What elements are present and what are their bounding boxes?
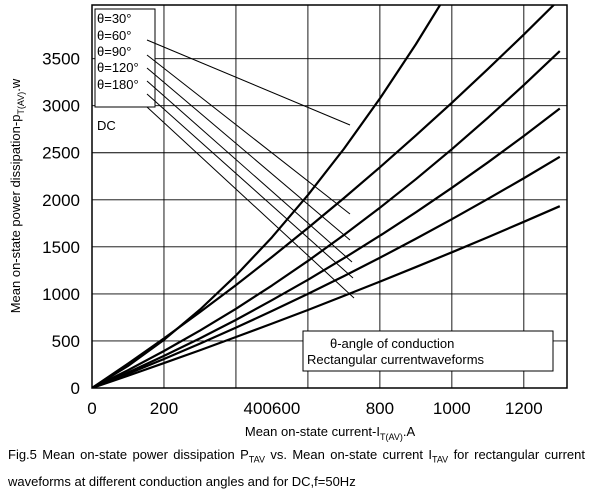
caption: Fig.5 Mean on-state power dissipation PT… bbox=[8, 444, 585, 492]
leader bbox=[146, 93, 354, 279]
leader bbox=[146, 54, 351, 215]
y-tick-label: 1500 bbox=[42, 238, 80, 257]
y-tick-label: 1000 bbox=[42, 285, 80, 304]
curve bbox=[92, 155, 561, 388]
legend-label: θ=60° bbox=[97, 28, 131, 43]
x-tick-label: 1200 bbox=[505, 399, 543, 418]
annotation-box bbox=[302, 330, 554, 372]
x-label-main: Mean on-state current-I bbox=[245, 424, 380, 439]
caption-text: Fig.5 Mean on-state power dissipation P bbox=[8, 447, 249, 462]
y-axis-label: Mean on-state power dissipation-pT(AV).w bbox=[8, 78, 26, 313]
x-tick-label: 200 bbox=[150, 399, 178, 418]
legend-label: θ=180° bbox=[97, 77, 139, 92]
x-label-unit: .A bbox=[403, 424, 416, 439]
caption-text: vs. Mean on-state current I bbox=[264, 447, 433, 462]
y-tick-label: 0 bbox=[71, 379, 80, 398]
legend-label: θ=30° bbox=[97, 11, 131, 26]
caption-sub: TAV bbox=[248, 454, 265, 465]
leader bbox=[146, 67, 351, 241]
legend-leaders bbox=[146, 39, 355, 299]
y-tick-label: 2000 bbox=[42, 191, 80, 210]
x-tick-label: 0 bbox=[87, 399, 96, 418]
y-tick-label: 3500 bbox=[42, 50, 80, 69]
legend-label: DC bbox=[97, 118, 116, 133]
caption-sub: TAV bbox=[432, 454, 449, 465]
x-label-sub: T(AV) bbox=[380, 432, 403, 442]
x-axis-label: Mean on-state current-IT(AV).A bbox=[245, 424, 416, 442]
curve bbox=[92, 5, 556, 388]
leader bbox=[146, 80, 353, 263]
x-tick-label: 400600 bbox=[244, 399, 301, 418]
curve bbox=[92, 5, 442, 388]
annotation: Rectangular currentwaveforms bbox=[307, 352, 485, 367]
y-label-sub: T(AV) bbox=[16, 92, 26, 115]
leader bbox=[146, 39, 351, 126]
x-tick-label: 1000 bbox=[433, 399, 471, 418]
x-tick-label: 800 bbox=[366, 399, 394, 418]
leader bbox=[146, 106, 355, 299]
curve bbox=[92, 107, 561, 388]
chart: θ-angle of conduction Rectangular curren… bbox=[8, 4, 568, 442]
caption-text: for rectangular current waveforms at dif… bbox=[8, 447, 585, 489]
grid bbox=[92, 5, 567, 389]
y-tick-label: 500 bbox=[52, 332, 80, 351]
annotation: θ-angle of conduction bbox=[330, 336, 454, 351]
y-label-main: Mean on-state power dissipation-p bbox=[8, 115, 23, 314]
y-tick-label: 3000 bbox=[42, 97, 80, 116]
legend-box bbox=[94, 8, 156, 108]
legend-label: θ=120° bbox=[97, 60, 139, 75]
legend-label: θ=90° bbox=[97, 44, 131, 59]
curve bbox=[92, 50, 561, 388]
y-tick-label: 2500 bbox=[42, 144, 80, 163]
curves bbox=[92, 5, 561, 388]
plot-frame bbox=[91, 4, 568, 389]
y-label-unit: .w bbox=[8, 78, 23, 92]
curve bbox=[92, 205, 561, 388]
